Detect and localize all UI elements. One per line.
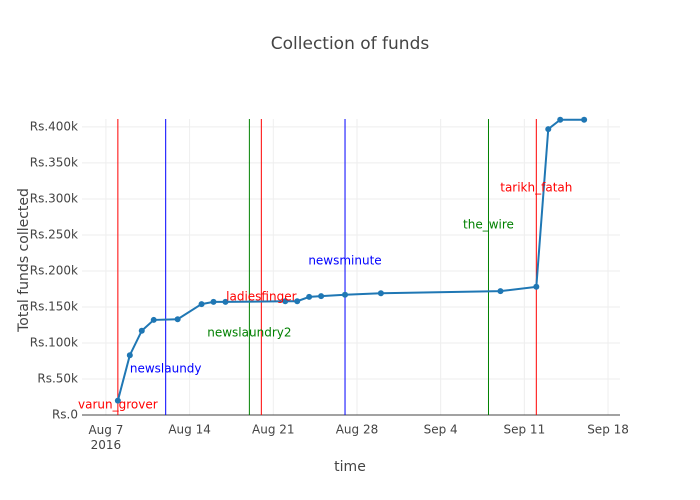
data-point xyxy=(210,298,217,305)
data-point xyxy=(114,397,121,404)
annotation: newslaundry2 xyxy=(207,325,291,339)
annotation: the_wire xyxy=(463,217,514,231)
data-point xyxy=(557,116,564,123)
y-tick-label: Rs.350k xyxy=(30,155,78,169)
x-tick-label: Sep 11 xyxy=(504,423,546,437)
y-tick-label: Rs.300k xyxy=(30,191,78,205)
chart-title: Collection of funds xyxy=(271,34,430,54)
data-point xyxy=(126,352,133,359)
data-point xyxy=(497,288,504,295)
data-point xyxy=(377,290,384,297)
data-point xyxy=(545,126,552,133)
y-tick-label: Rs.400k xyxy=(30,119,78,133)
annotation: ladiesfinger xyxy=(226,289,296,303)
data-point xyxy=(198,301,205,308)
x-tick-label: Sep 18 xyxy=(587,423,629,437)
y-axis-title: Total funds collected xyxy=(16,188,32,333)
annotation: varun_grover xyxy=(78,397,158,411)
x-tick-label: Sep 4 xyxy=(424,423,458,437)
y-tick-label: Rs.100k xyxy=(30,335,78,349)
annotation: newsminute xyxy=(308,253,381,267)
x-tick-label: Aug 28 xyxy=(336,423,379,437)
y-tick-label: Rs.0 xyxy=(52,408,78,422)
x-tick-label: Aug 7 2016 xyxy=(88,423,123,452)
data-point xyxy=(342,291,349,298)
data-point xyxy=(318,293,325,300)
data-point xyxy=(138,327,145,334)
data-point xyxy=(294,298,301,305)
data-point xyxy=(174,316,181,323)
x-tick-label: Aug 14 xyxy=(168,423,211,437)
x-tick-label: Aug 21 xyxy=(252,423,295,437)
data-point xyxy=(581,116,588,123)
data-point xyxy=(306,293,313,300)
data-point xyxy=(222,298,229,305)
y-tick-label: Rs.150k xyxy=(30,299,78,313)
y-tick-label: Rs.250k xyxy=(30,227,78,241)
annotation: tarikh_fatah xyxy=(500,181,572,195)
data-point xyxy=(533,283,540,290)
x-axis-title: time xyxy=(334,459,366,475)
annotation: newslaundy xyxy=(130,361,202,375)
data-point xyxy=(282,298,289,305)
data-point xyxy=(150,316,157,323)
y-tick-label: Rs.50k xyxy=(37,371,78,385)
y-tick-label: Rs.200k xyxy=(30,263,78,277)
